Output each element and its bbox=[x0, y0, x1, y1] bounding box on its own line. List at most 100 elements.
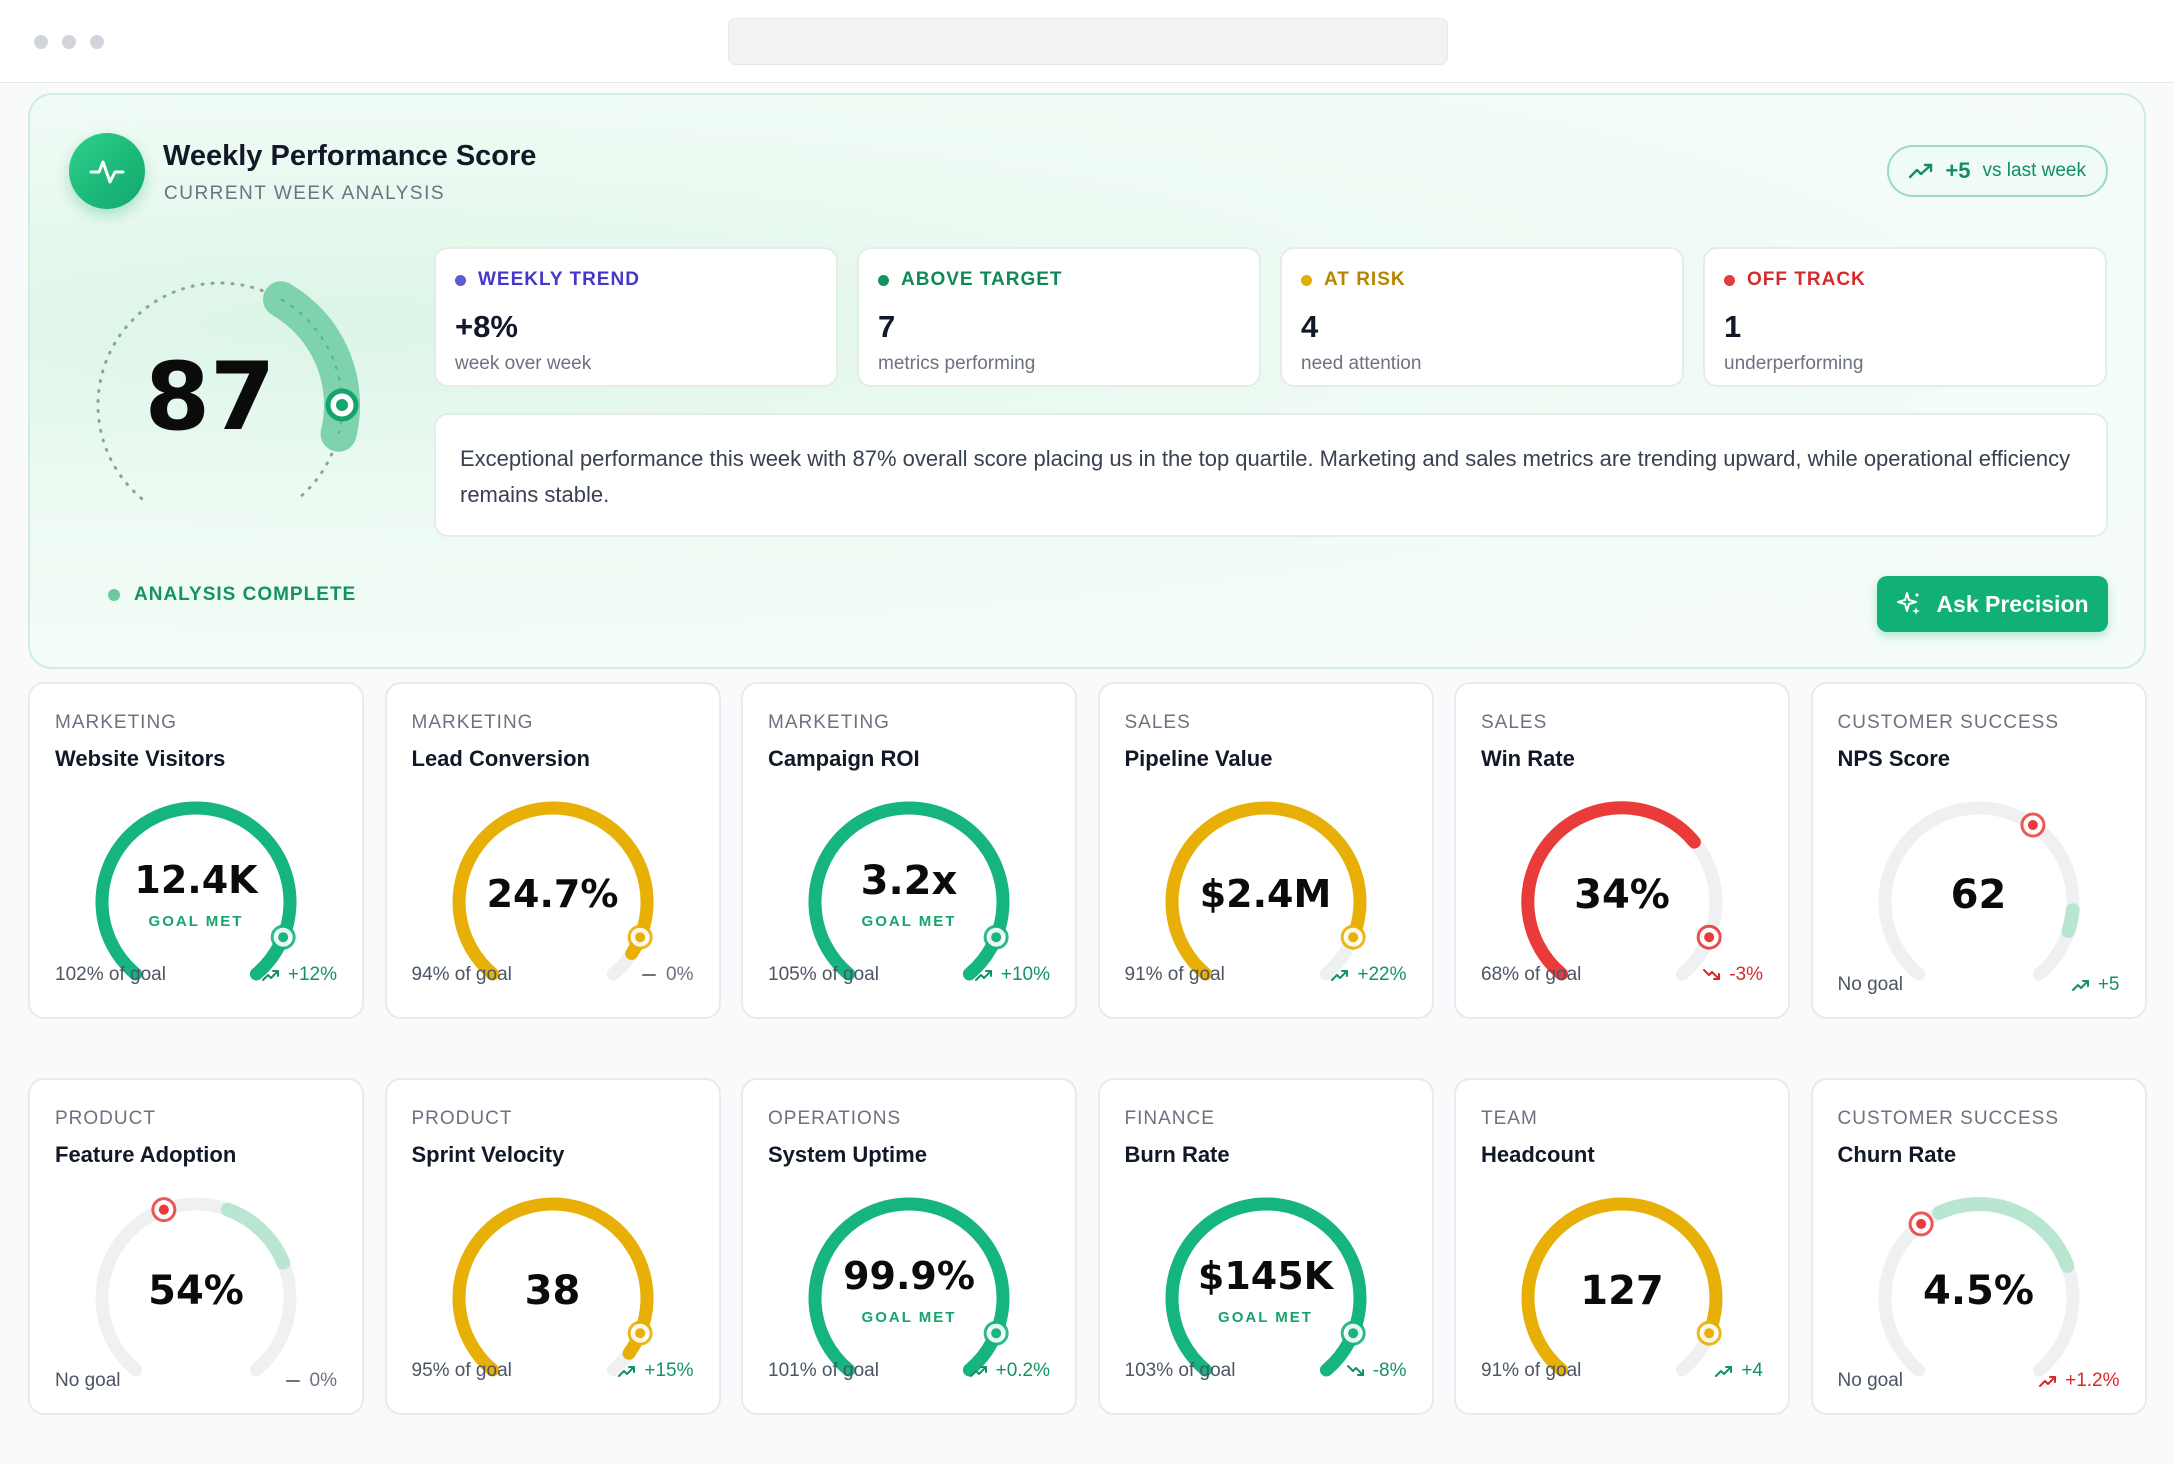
goal-marker-center bbox=[1704, 1328, 1715, 1339]
trend-value: +15% bbox=[644, 1360, 694, 1381]
window-dot-icon[interactable] bbox=[62, 35, 76, 49]
trend-value: +4 bbox=[1741, 1360, 1763, 1381]
gauge-fill-arc bbox=[1165, 1197, 1366, 1377]
metric-card[interactable]: SALES Pipeline Value $2.4M 91% of goal +22% bbox=[1097, 682, 1434, 1019]
metric-card[interactable]: PRODUCT Sprint Velocity 38 95% of goal +15% bbox=[384, 1078, 721, 1415]
metric-name: Pipeline Value bbox=[1124, 746, 1273, 771]
metric-value: 127 bbox=[1580, 1268, 1664, 1314]
goal-progress-text: 91% of goal bbox=[1124, 964, 1225, 985]
metric-category: TEAM bbox=[1481, 1108, 1538, 1129]
delta-label: vs last week bbox=[1982, 160, 2086, 181]
indicator-dot-icon bbox=[1724, 274, 1735, 286]
trend-indicator: +22% bbox=[1331, 964, 1407, 986]
metric-category: CUSTOMER SUCCESS bbox=[1837, 712, 2060, 733]
ask-precision-button[interactable]: Ask Precision bbox=[1877, 576, 2108, 632]
metric-gauge bbox=[452, 801, 654, 981]
metric-card[interactable]: MARKETING Campaign ROI 3.2x GOAL MET 105% of… bbox=[741, 682, 1077, 1019]
metric-value: 12.4K bbox=[134, 858, 258, 902]
metric-category: MARKETING bbox=[411, 712, 534, 733]
score-gauge-marker-center bbox=[336, 399, 348, 411]
metric-name: Campaign ROI bbox=[768, 746, 920, 771]
goal-met-label: GOAL MET bbox=[1218, 1309, 1313, 1326]
goal-progress-text: 91% of goal bbox=[1481, 1360, 1582, 1381]
goal-marker-center bbox=[1347, 932, 1358, 943]
metric-gauge bbox=[1164, 801, 1366, 981]
stat-value: 7 bbox=[878, 309, 896, 344]
delta-value: +5 bbox=[1945, 158, 1971, 183]
metric-gauge bbox=[452, 1197, 653, 1377]
trend-value: -8% bbox=[1372, 1360, 1407, 1381]
metric-value: 54% bbox=[148, 1268, 244, 1314]
trending-up-icon bbox=[2039, 1376, 2057, 1387]
metric-card[interactable]: PRODUCT Feature Adoption 54% No goal 0% bbox=[28, 1078, 364, 1415]
metric-gauge bbox=[1165, 1197, 1366, 1377]
metric-gauge bbox=[95, 801, 297, 981]
gauge-fill-arc bbox=[452, 1197, 653, 1377]
trend-value: +12% bbox=[287, 964, 337, 985]
stat-card-weekly-trend[interactable]: WEEKLY TREND +8% week over week bbox=[434, 247, 838, 387]
stat-value: +8% bbox=[455, 309, 518, 344]
goal-progress-text: No goal bbox=[1837, 974, 1904, 995]
indicator-dot-icon bbox=[1301, 274, 1312, 286]
metric-card[interactable]: MARKETING Lead Conversion 24.7% 94% of goal… bbox=[384, 682, 721, 1019]
metric-category: SALES bbox=[1124, 712, 1191, 733]
stat-label: ABOVE TARGET bbox=[901, 269, 1063, 290]
metric-gauge bbox=[1521, 1197, 1723, 1377]
metric-name: Win Rate bbox=[1481, 746, 1575, 771]
trend-value: +22% bbox=[1357, 964, 1407, 985]
activity-pulse-icon bbox=[69, 133, 145, 209]
stat-description: week over week bbox=[455, 353, 592, 374]
trend-value: -3% bbox=[1729, 964, 1763, 985]
gauge-fill-arc bbox=[95, 801, 297, 981]
stat-label: AT RISK bbox=[1324, 269, 1406, 290]
goal-progress-text: 68% of goal bbox=[1481, 964, 1582, 985]
value-marker-center bbox=[2027, 819, 2038, 830]
trending-up-icon bbox=[1331, 970, 1349, 981]
metric-gauge bbox=[1878, 801, 2080, 981]
metric-card[interactable]: OPERATIONS System Uptime 99.9% GOAL MET 101%… bbox=[741, 1078, 1077, 1415]
ask-precision-label: Ask Precision bbox=[1936, 590, 2089, 617]
metric-card[interactable]: CUSTOMER SUCCESS NPS Score 62 No goal +5 bbox=[1810, 682, 2147, 1019]
metric-gauge bbox=[1878, 1197, 2079, 1377]
metric-card[interactable]: TEAM Headcount 127 91% of goal +4 bbox=[1454, 1078, 1790, 1415]
weekly-delta-badge[interactable]: +5 vs last week bbox=[1887, 145, 2108, 197]
metric-name: System Uptime bbox=[768, 1142, 927, 1167]
window-dot-icon[interactable] bbox=[34, 35, 48, 49]
gauge-track bbox=[95, 1197, 297, 1377]
trend-indicator: -8% bbox=[1346, 1360, 1407, 1382]
trending-up-icon bbox=[969, 1366, 987, 1377]
metric-card[interactable]: CUSTOMER SUCCESS Churn Rate 4.5% No goal +1.… bbox=[1810, 1078, 2147, 1415]
goal-marker-center bbox=[1704, 932, 1715, 943]
gauge-fill-arc bbox=[452, 801, 654, 981]
stat-card-at-risk[interactable]: AT RISK 4 need attention bbox=[1280, 247, 1684, 387]
stat-label: WEEKLY TREND bbox=[478, 269, 640, 290]
goal-met-label: GOAL MET bbox=[861, 1309, 957, 1326]
stat-card-off-track[interactable]: OFF TRACK 1 underperforming bbox=[1703, 247, 2107, 387]
goal-marker-center bbox=[278, 932, 289, 943]
browser-chrome bbox=[0, 0, 2174, 83]
gauge-range-band bbox=[221, 1202, 291, 1270]
metric-gauge bbox=[808, 801, 1010, 981]
trend-value: 0% bbox=[666, 964, 694, 985]
metric-card[interactable]: FINANCE Burn Rate $145K GOAL MET 103% of goa… bbox=[1097, 1078, 1434, 1415]
metric-card[interactable]: SALES Win Rate 34% 68% of goal -3% bbox=[1454, 682, 1790, 1019]
metric-name: Feature Adoption bbox=[55, 1142, 237, 1167]
metric-category: SALES bbox=[1481, 712, 1548, 733]
metric-value: 3.2x bbox=[860, 858, 958, 904]
goal-progress-text: 94% of goal bbox=[411, 964, 512, 985]
gauge-fill-arc bbox=[808, 1197, 1010, 1377]
goal-progress-text: No goal bbox=[1837, 1370, 1904, 1391]
goal-met-label: GOAL MET bbox=[861, 913, 957, 930]
address-bar[interactable] bbox=[728, 18, 1448, 65]
indicator-dot-icon bbox=[455, 274, 466, 286]
window-dot-icon[interactable] bbox=[90, 35, 104, 49]
trend-indicator: 0% bbox=[284, 1370, 337, 1392]
goal-progress-text: 95% of goal bbox=[411, 1360, 512, 1381]
analysis-summary: Exceptional performance this week with 8… bbox=[434, 413, 2108, 537]
stat-card-above-target[interactable]: ABOVE TARGET 7 metrics performing bbox=[857, 247, 1261, 387]
metric-card[interactable]: MARKETING Website Visitors 12.4K GOAL MET 10… bbox=[28, 682, 364, 1019]
metric-gauge bbox=[808, 1197, 1010, 1377]
gauge-fill-arc bbox=[1521, 801, 1701, 981]
metric-category: PRODUCT bbox=[55, 1108, 156, 1129]
goal-progress-text: 103% of goal bbox=[1124, 1360, 1236, 1381]
